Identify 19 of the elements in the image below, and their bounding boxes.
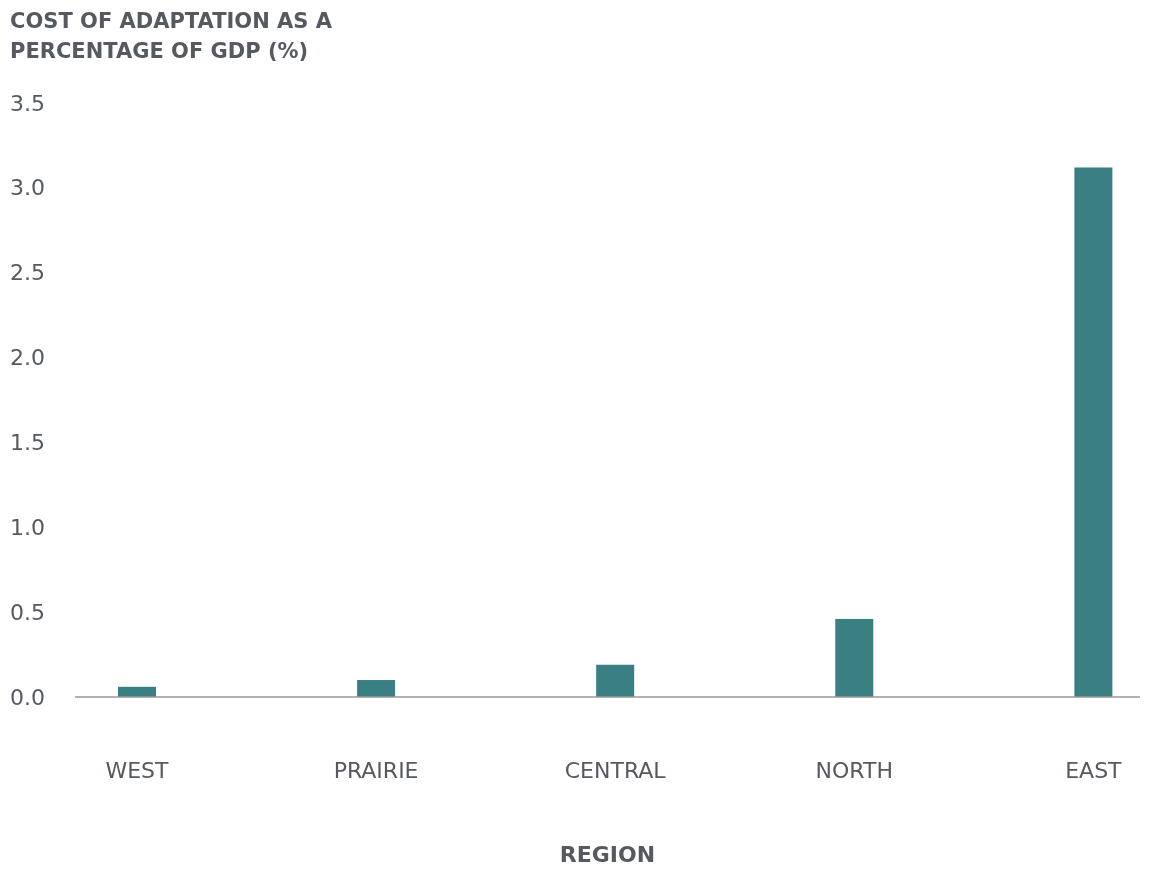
bar [835,618,874,697]
y-tick-label: 0.0 [10,684,45,710]
y-tick-label: 2.5 [10,260,45,286]
y-tick-label: 3.0 [10,175,45,201]
bar [596,664,635,697]
x-tick-label: EAST [1065,758,1123,783]
y-tick-label: 3.5 [10,90,45,116]
x-tick-label: PRAIRIE [333,758,419,783]
y-tick-label: 1.0 [10,514,45,540]
x-tick-label: NORTH [815,758,893,783]
y-tick-label: 0.5 [10,599,45,625]
x-tick-label: CENTRAL [564,758,667,783]
y-axis-title: COST OF ADAPTATION AS A PERCENTAGE OF GDP (%) [10,9,333,63]
x-tick-label: WEST [105,758,170,783]
bar [357,680,396,697]
y-tick-label: 1.5 [10,429,45,455]
x-axis-title: REGION [559,842,656,867]
y-tick-label: 2.0 [10,345,45,371]
bar [1074,167,1113,697]
